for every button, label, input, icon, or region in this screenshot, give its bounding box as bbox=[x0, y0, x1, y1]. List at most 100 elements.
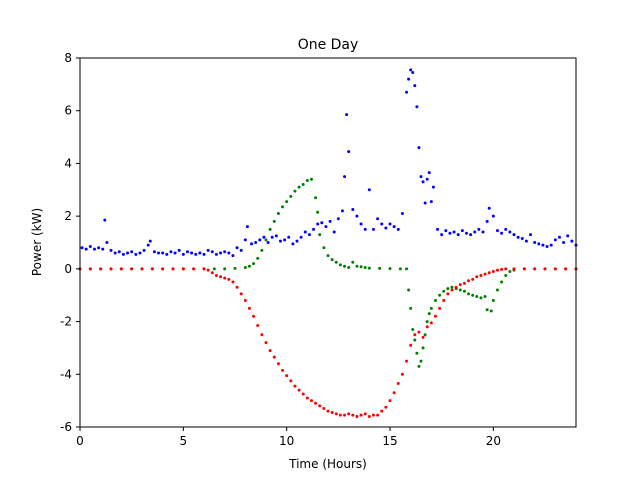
data-point bbox=[103, 218, 107, 222]
data-point bbox=[314, 196, 318, 200]
data-point bbox=[318, 404, 322, 408]
data-point bbox=[471, 277, 475, 281]
data-point bbox=[322, 407, 326, 411]
data-point bbox=[380, 222, 384, 226]
data-point bbox=[367, 266, 371, 270]
data-point bbox=[309, 177, 313, 181]
data-point bbox=[491, 214, 495, 218]
data-point bbox=[272, 355, 276, 359]
data-point bbox=[320, 221, 324, 225]
data-point bbox=[392, 225, 396, 229]
data-point bbox=[487, 271, 491, 275]
y-tick-label: 8 bbox=[64, 51, 72, 65]
data-point bbox=[347, 266, 351, 270]
data-point bbox=[371, 413, 375, 417]
data-point bbox=[351, 413, 355, 417]
data-point bbox=[425, 325, 429, 329]
y-axis-label: Power (kW) bbox=[30, 208, 44, 276]
data-point bbox=[212, 267, 216, 271]
data-point bbox=[80, 246, 84, 250]
data-point bbox=[109, 248, 113, 252]
data-point bbox=[194, 252, 198, 256]
data-point bbox=[477, 227, 481, 231]
data-point bbox=[256, 256, 260, 260]
data-point bbox=[281, 368, 285, 372]
data-point bbox=[446, 287, 450, 291]
data-point bbox=[355, 264, 359, 268]
data-point bbox=[181, 267, 185, 271]
data-point bbox=[243, 238, 247, 242]
data-point bbox=[405, 359, 409, 363]
data-point bbox=[444, 229, 448, 233]
data-point bbox=[272, 219, 276, 223]
data-point bbox=[479, 273, 483, 277]
data-point bbox=[202, 267, 206, 271]
data-point bbox=[227, 251, 231, 255]
data-point bbox=[450, 288, 454, 292]
data-point bbox=[314, 401, 318, 405]
data-point bbox=[146, 243, 150, 247]
data-point bbox=[347, 412, 351, 416]
data-point bbox=[419, 175, 423, 179]
data-point bbox=[504, 273, 508, 277]
data-point bbox=[359, 413, 363, 417]
x-tick-label: 20 bbox=[486, 434, 501, 448]
data-point bbox=[500, 267, 504, 271]
data-point bbox=[529, 233, 533, 237]
data-point bbox=[219, 251, 223, 255]
data-point bbox=[148, 239, 152, 243]
data-point bbox=[235, 246, 239, 250]
data-point bbox=[388, 267, 392, 271]
data-point bbox=[363, 266, 367, 270]
data-point bbox=[512, 267, 516, 271]
data-point bbox=[276, 212, 280, 216]
data-point bbox=[142, 248, 146, 252]
data-point bbox=[316, 210, 320, 214]
data-point bbox=[355, 214, 359, 218]
data-point bbox=[297, 388, 301, 392]
data-point bbox=[400, 372, 404, 376]
data-point bbox=[427, 312, 431, 316]
data-point bbox=[429, 321, 433, 325]
data-point bbox=[429, 200, 433, 204]
data-point bbox=[274, 234, 278, 238]
data-point bbox=[363, 227, 367, 231]
data-point bbox=[429, 306, 433, 310]
y-tick-label: -4 bbox=[60, 367, 72, 381]
data-point bbox=[334, 412, 338, 416]
data-point bbox=[491, 298, 495, 302]
data-point bbox=[303, 230, 307, 234]
data-point bbox=[165, 252, 169, 256]
data-point bbox=[433, 298, 437, 302]
data-point bbox=[500, 231, 504, 235]
data-point bbox=[524, 239, 528, 243]
data-point bbox=[549, 243, 553, 247]
data-point bbox=[338, 413, 342, 417]
data-point bbox=[92, 247, 96, 251]
data-point bbox=[570, 239, 574, 243]
data-point bbox=[245, 225, 249, 229]
x-tick-label: 5 bbox=[180, 434, 188, 448]
data-point bbox=[409, 343, 413, 347]
data-point bbox=[398, 267, 402, 271]
data-point bbox=[473, 230, 477, 234]
data-point bbox=[88, 267, 92, 271]
series-2 bbox=[78, 267, 578, 418]
data-point bbox=[231, 280, 235, 284]
data-point bbox=[293, 384, 297, 388]
data-point bbox=[495, 288, 499, 292]
data-point bbox=[243, 266, 247, 270]
data-point bbox=[423, 333, 427, 337]
data-point bbox=[442, 298, 446, 302]
y-tick-label: -2 bbox=[60, 315, 72, 329]
data-point bbox=[117, 250, 121, 254]
data-point bbox=[448, 231, 452, 235]
series-0 bbox=[80, 68, 578, 258]
data-point bbox=[456, 233, 460, 237]
data-point bbox=[454, 285, 458, 289]
data-point bbox=[334, 260, 338, 264]
data-point bbox=[409, 68, 413, 72]
data-point bbox=[553, 238, 557, 242]
data-point bbox=[376, 413, 380, 417]
data-point bbox=[328, 219, 332, 223]
